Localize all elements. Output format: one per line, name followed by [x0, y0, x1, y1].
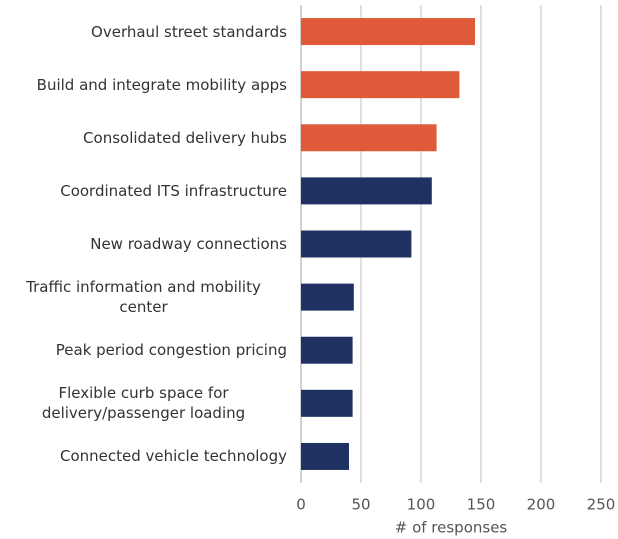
category-text: Coordinated ITS infrastructure	[60, 181, 287, 200]
category-text: Traffic information and mobility center	[26, 278, 261, 317]
category-label: Peak period congestion pricing	[0, 340, 287, 360]
bar	[301, 389, 353, 417]
x-tick-label: 200	[527, 496, 556, 514]
category-label: Connected vehicle technology	[0, 446, 287, 466]
bar	[301, 71, 460, 99]
bar	[301, 230, 412, 258]
category-label: Consolidated delivery hubs	[0, 128, 287, 148]
category-label: Traffic information and mobility center	[0, 277, 287, 317]
category-text: Connected vehicle technology	[59, 447, 287, 466]
bar	[301, 283, 354, 311]
category-label: Flexible curb space for delivery/passeng…	[0, 383, 287, 423]
category-text: Build and integrate mobility apps	[36, 75, 287, 94]
bar	[301, 442, 349, 470]
category-text: Consolidated delivery hubs	[83, 128, 287, 147]
x-tick-label: 100	[407, 496, 436, 514]
x-tick-label: 150	[467, 496, 496, 514]
bar	[301, 124, 437, 152]
category-label: Coordinated ITS infrastructure	[0, 181, 287, 201]
bar	[301, 18, 475, 46]
category-text: Flexible curb space for delivery/passeng…	[41, 384, 246, 423]
x-axis-title: # of responses	[395, 519, 508, 537]
category-label: New roadway connections	[0, 234, 287, 254]
category-text: Peak period congestion pricing	[55, 341, 287, 360]
category-label: Build and integrate mobility apps	[0, 75, 287, 95]
x-tick-label: 50	[351, 496, 370, 514]
category-label: Overhaul street standards	[0, 22, 287, 42]
x-tick-label: 0	[296, 496, 306, 514]
category-text: New roadway connections	[90, 235, 287, 253]
bar	[301, 177, 432, 205]
category-text: Overhaul street standards	[91, 22, 287, 41]
x-tick-label: 250	[587, 496, 616, 514]
bar	[301, 336, 353, 364]
